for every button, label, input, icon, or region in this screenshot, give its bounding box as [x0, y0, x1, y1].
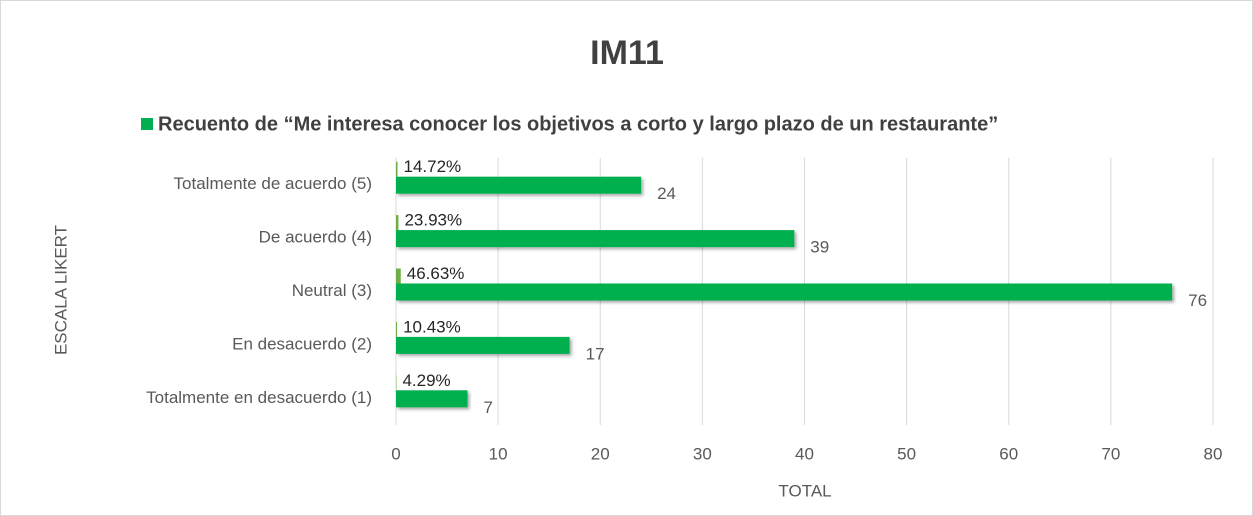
x-tick-label: 50	[897, 444, 916, 463]
count-bar	[396, 230, 795, 248]
count-bar	[396, 390, 468, 408]
x-tick-label: 0	[391, 444, 400, 463]
x-tick-label: 80	[1204, 444, 1223, 463]
y-tick-label: En desacuerdo (2)	[232, 334, 372, 353]
x-tick-label: 60	[999, 444, 1018, 463]
y-tick-label: Totalmente en desacuerdo (1)	[146, 388, 372, 407]
count-bar	[396, 283, 1173, 301]
count-label: 39	[810, 238, 829, 257]
percent-label: 23.93%	[404, 211, 462, 230]
x-axis-label: TOTAL	[778, 481, 831, 500]
count-label: 76	[1188, 291, 1207, 310]
y-tick-label: Neutral (3)	[292, 281, 372, 300]
percent-label: 4.29%	[402, 371, 450, 390]
count-label: 24	[657, 184, 676, 203]
x-tick-label: 40	[795, 444, 814, 463]
x-tick-label: 30	[693, 444, 712, 463]
legend-swatch	[141, 118, 153, 130]
count-label: 7	[483, 398, 492, 417]
percent-label: 46.63%	[407, 264, 465, 283]
percent-label: 14.72%	[404, 157, 462, 176]
percent-bar	[396, 215, 399, 231]
count-bar	[396, 176, 642, 194]
y-tick-label: Totalmente de acuerdo (5)	[174, 174, 372, 193]
x-tick-label: 20	[591, 444, 610, 463]
count-label: 17	[586, 344, 605, 363]
x-tick-label: 10	[489, 444, 508, 463]
percent-label: 10.43%	[403, 317, 461, 336]
chart-title: IM11	[590, 34, 664, 72]
y-tick-label: De acuerdo (4)	[259, 228, 372, 247]
percent-bar	[396, 268, 401, 284]
y-axis-label: ESCALA LIKERT	[51, 225, 70, 355]
x-tick-label: 70	[1101, 444, 1120, 463]
count-bar	[396, 336, 570, 354]
percent-bar	[396, 321, 398, 337]
percent-bar	[396, 161, 398, 177]
legend-label: Recuento de “Me interesa conocer los obj…	[158, 113, 998, 135]
